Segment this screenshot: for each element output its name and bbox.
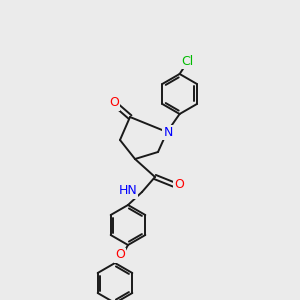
Text: N: N bbox=[163, 125, 173, 139]
Text: O: O bbox=[174, 178, 184, 190]
Text: HN: HN bbox=[118, 184, 137, 197]
Text: Cl: Cl bbox=[182, 56, 194, 68]
Text: O: O bbox=[115, 248, 125, 262]
Text: O: O bbox=[109, 97, 119, 110]
